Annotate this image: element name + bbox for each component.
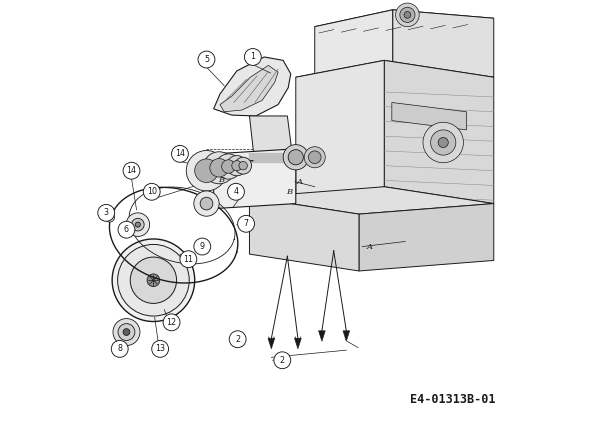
Circle shape [283,145,308,170]
Circle shape [221,160,235,173]
Polygon shape [343,331,350,341]
Circle shape [172,145,188,162]
Polygon shape [220,65,278,112]
Polygon shape [214,149,296,209]
Circle shape [438,137,448,148]
Circle shape [235,157,251,174]
Circle shape [404,11,411,18]
Text: 8: 8 [117,344,122,353]
Circle shape [118,244,189,316]
Text: 3: 3 [104,208,109,218]
Circle shape [147,274,160,287]
Text: A: A [367,243,373,251]
Polygon shape [250,187,494,214]
Circle shape [112,239,194,321]
Circle shape [113,318,140,346]
Circle shape [111,340,128,357]
Circle shape [130,257,176,304]
Text: 5: 5 [204,55,209,64]
Circle shape [143,183,160,200]
Circle shape [239,162,247,170]
Text: B: B [286,188,292,196]
Circle shape [238,215,254,232]
Text: 11: 11 [184,255,193,264]
Text: E4-01313B-01: E4-01313B-01 [410,393,495,406]
Circle shape [186,151,227,191]
Text: 14: 14 [127,166,137,175]
Circle shape [98,204,115,221]
Polygon shape [319,331,325,341]
Polygon shape [214,57,291,116]
Circle shape [244,49,261,65]
Circle shape [232,161,242,171]
Circle shape [194,159,218,182]
Circle shape [288,150,304,165]
Polygon shape [384,60,494,204]
Polygon shape [315,10,494,35]
Circle shape [200,197,213,210]
Circle shape [308,151,321,164]
Text: 2: 2 [235,335,240,344]
Circle shape [104,212,115,222]
Text: 1: 1 [250,53,256,61]
Circle shape [123,162,140,179]
Circle shape [194,191,219,216]
Circle shape [395,3,419,27]
Circle shape [274,352,291,369]
Polygon shape [315,10,392,86]
Circle shape [107,215,112,219]
Circle shape [216,154,241,179]
Text: 2: 2 [280,356,285,365]
Circle shape [118,221,135,238]
Circle shape [194,238,211,255]
Polygon shape [392,103,466,130]
Text: 4: 4 [233,187,238,196]
Circle shape [163,314,180,331]
Circle shape [229,331,246,348]
Polygon shape [296,60,384,204]
Polygon shape [268,338,275,349]
Circle shape [203,152,235,184]
Text: 13: 13 [155,344,165,353]
Polygon shape [296,60,494,94]
Circle shape [198,51,215,68]
Circle shape [136,222,140,227]
Circle shape [152,340,169,357]
Polygon shape [392,10,494,77]
Circle shape [123,329,130,335]
Circle shape [131,218,144,231]
Circle shape [431,130,456,155]
Polygon shape [359,204,494,271]
Circle shape [227,183,244,200]
Polygon shape [250,197,359,271]
Text: 14: 14 [175,149,185,159]
Circle shape [423,122,463,163]
Circle shape [118,324,135,340]
Text: 6: 6 [124,225,129,234]
Text: A: A [296,178,302,186]
Circle shape [180,251,197,268]
Circle shape [304,147,325,168]
Text: 12: 12 [166,318,176,327]
Text: 10: 10 [147,187,157,196]
Circle shape [210,159,229,177]
Text: 7: 7 [244,219,248,228]
Circle shape [126,213,149,237]
Polygon shape [250,116,292,154]
Circle shape [227,156,247,176]
Polygon shape [295,338,301,349]
Text: 9: 9 [200,242,205,251]
Circle shape [400,7,415,22]
Text: B: B [218,176,224,184]
